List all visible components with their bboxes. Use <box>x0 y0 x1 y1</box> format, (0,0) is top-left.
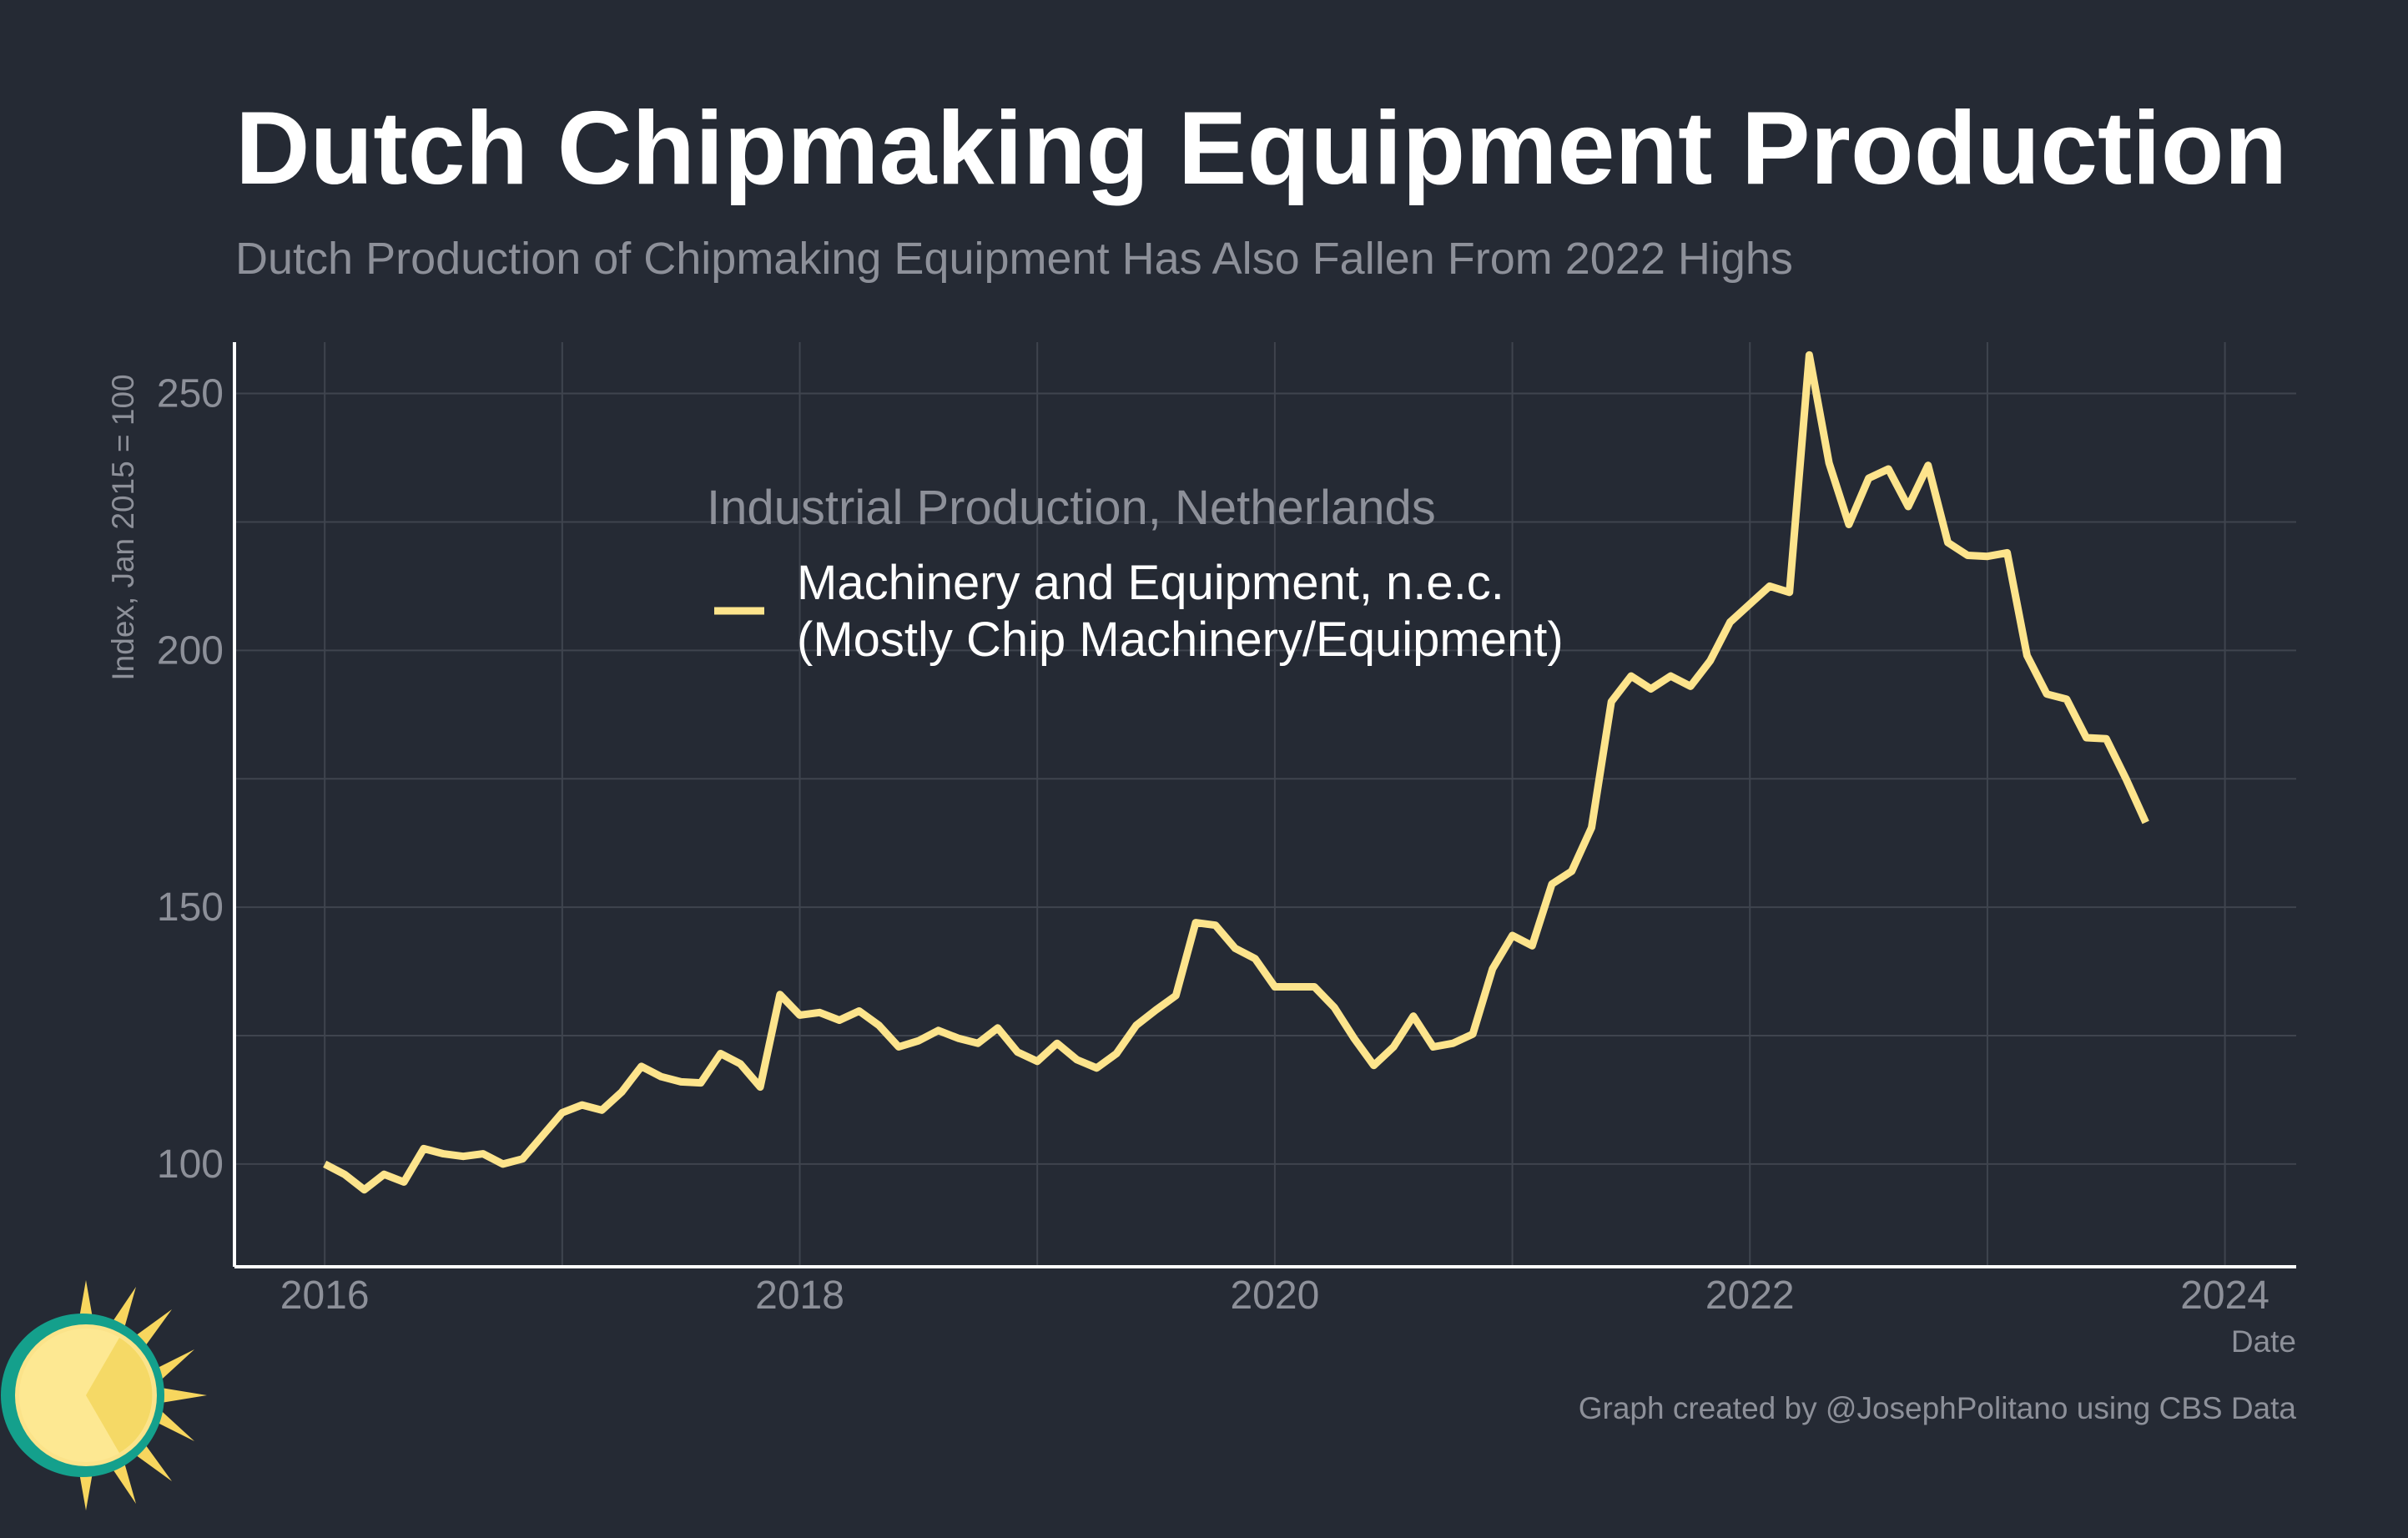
x-tick-label: 2016 <box>280 1273 370 1318</box>
series-layer <box>323 350 2149 1194</box>
x-tick-label: 2020 <box>1230 1273 1319 1318</box>
chart-title: Dutch Chipmaking Equipment Production <box>235 91 2287 206</box>
x-tick-labels: 2016 2018 2020 2022 2024 <box>280 1273 2269 1318</box>
grid <box>234 342 2296 1267</box>
y-tick-label: 100 <box>157 1142 224 1187</box>
legend: Industrial Production, Netherlands Machi… <box>707 481 1564 667</box>
sun-logo-icon <box>1 1280 207 1510</box>
chart-subtitle: Dutch Production of Chipmaking Equipment… <box>235 234 1793 284</box>
y-tick-label: 200 <box>157 628 224 673</box>
series-line <box>323 350 2149 1194</box>
legend-title: Industrial Production, Netherlands <box>707 481 1436 535</box>
x-tick-label: 2018 <box>755 1273 844 1318</box>
y-axis-title: Index, Jan 2015 = 100 <box>106 374 140 680</box>
x-tick-label: 2022 <box>1705 1273 1795 1318</box>
y-tick-label: 250 <box>157 372 224 416</box>
legend-label-line-2: (Mostly Chip Machinery/Equipment) <box>797 613 1564 667</box>
x-tick-label: 2024 <box>2180 1273 2269 1318</box>
legend-label-line-1: Machinery and Equipment, n.e.c. <box>797 556 1504 610</box>
chart-caption: Graph created by @JosephPolitano using C… <box>1579 1391 2297 1425</box>
x-axis-title: Date <box>2231 1324 2296 1359</box>
y-tick-labels: 100 150 200 250 <box>157 372 224 1187</box>
y-tick-label: 150 <box>157 885 224 930</box>
